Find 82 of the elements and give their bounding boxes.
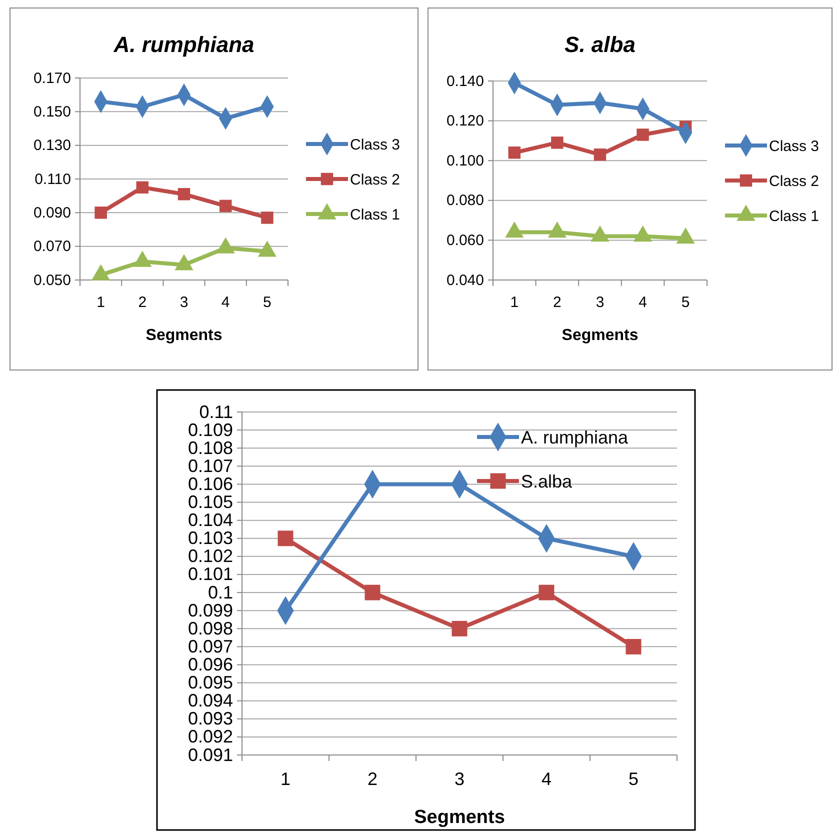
point — [538, 584, 554, 600]
y-tick-label: 0.090 — [33, 204, 71, 222]
y-tick-label: 0.098 — [188, 618, 233, 638]
legend-label: Class 2 — [350, 171, 400, 188]
point — [626, 638, 642, 654]
x-axis-title: Segments — [562, 327, 638, 344]
y-tick-label: 0.102 — [188, 546, 233, 566]
y-tick-label: 0.092 — [188, 726, 233, 747]
x-tick-label: 1 — [510, 294, 519, 311]
y-tick-label: 0.080 — [446, 192, 484, 210]
y-tick-label: 0.070 — [33, 238, 71, 256]
y-tick-label: 0.097 — [188, 636, 233, 656]
y-tick-label: 0.060 — [446, 232, 484, 249]
y-tick-label: 0.110 — [34, 170, 71, 188]
chart-title: A. rumphiana — [112, 32, 254, 57]
y-tick-label: 0.093 — [188, 708, 233, 729]
chart-title: S. alba — [564, 32, 636, 57]
x-tick-label: 2 — [138, 294, 147, 311]
point — [505, 221, 524, 238]
y-tick-label: 0.140 — [446, 72, 484, 90]
y-tick-label: 0.130 — [33, 137, 71, 154]
legend-label: Class 2 — [769, 172, 820, 190]
x-tick-label: 4 — [541, 769, 552, 789]
y-tick-label: 0.101 — [188, 564, 233, 584]
point — [508, 146, 521, 159]
point — [364, 584, 380, 600]
y-tick-label: 0.040 — [446, 272, 484, 289]
y-tick-label: 0.100 — [446, 152, 484, 170]
point — [278, 530, 294, 546]
y-tick-label: 0.120 — [446, 112, 484, 130]
x-tick-label: 2 — [553, 294, 562, 311]
point — [174, 254, 194, 270]
y-tick-label: 0.094 — [188, 690, 233, 711]
y-tick-label: 0.108 — [188, 438, 233, 458]
point — [636, 128, 649, 141]
legend-label: A. rumphiana — [521, 427, 630, 448]
x-tick-label: 1 — [96, 294, 105, 311]
point — [548, 221, 567, 238]
point — [136, 181, 149, 194]
point — [216, 237, 235, 254]
x-tick-label: 3 — [454, 769, 465, 789]
point — [178, 188, 190, 200]
legend-label: Class 3 — [350, 136, 400, 154]
x-tick-label: 4 — [638, 294, 647, 311]
point — [133, 250, 152, 267]
x-tick-label: 5 — [263, 294, 272, 311]
y-tick-label: 0.105 — [188, 492, 233, 512]
x-tick-label: 3 — [596, 294, 604, 311]
x-axis-title: Segments — [414, 807, 505, 828]
point — [590, 225, 610, 242]
legend-label: Class 3 — [769, 138, 820, 155]
x-tick-label: 2 — [367, 769, 378, 789]
y-tick-label: 0.11 — [199, 402, 233, 422]
y-tick-label: 0.099 — [188, 600, 233, 620]
y-tick-label: 0.170 — [33, 70, 71, 87]
x-tick-label: 1 — [280, 769, 291, 789]
point — [594, 148, 606, 161]
y-tick-label: 0.109 — [188, 420, 233, 440]
y-tick-label: 0.103 — [188, 528, 233, 548]
y-tick-label: 0.050 — [33, 272, 71, 289]
y-tick-label: 0.1 — [208, 582, 233, 602]
x-tick-label: 3 — [180, 294, 188, 311]
y-tick-label: 0.095 — [188, 672, 233, 693]
y-tick-label: 0.104 — [188, 510, 233, 530]
point — [633, 225, 652, 242]
x-axis-title: Segments — [146, 327, 222, 344]
legend-label: S.alba — [521, 471, 574, 492]
y-tick-label: 0.107 — [188, 456, 233, 476]
point — [676, 227, 695, 244]
y-tick-label: 0.106 — [188, 474, 233, 494]
x-tick-label: 4 — [221, 294, 230, 311]
point — [452, 620, 468, 636]
point — [551, 136, 564, 149]
x-tick-label: 5 — [628, 769, 639, 789]
point — [91, 264, 110, 280]
legend-label: Class 1 — [350, 206, 400, 224]
y-tick-label: 0.091 — [188, 744, 233, 765]
x-tick-label: 5 — [681, 294, 690, 311]
y-tick-label: 0.150 — [33, 103, 71, 120]
point — [258, 240, 277, 257]
y-tick-label: 0.096 — [188, 654, 233, 674]
legend-label: Class 1 — [769, 208, 820, 225]
